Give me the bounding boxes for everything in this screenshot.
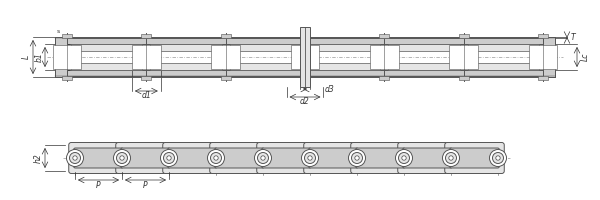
FancyBboxPatch shape [445, 142, 504, 173]
Bar [388, 44, 460, 51]
Circle shape [352, 152, 362, 164]
FancyBboxPatch shape [214, 148, 265, 168]
Circle shape [167, 156, 171, 160]
Circle shape [254, 150, 271, 166]
Circle shape [67, 150, 83, 166]
Circle shape [398, 152, 409, 164]
Circle shape [308, 156, 312, 160]
Bar [53, 45, 82, 69]
Bar [142, 34, 151, 38]
FancyBboxPatch shape [308, 148, 359, 168]
Text: Lc: Lc [581, 53, 589, 61]
Circle shape [113, 150, 131, 166]
FancyBboxPatch shape [210, 142, 269, 173]
Bar [230, 63, 301, 70]
Bar [62, 76, 72, 80]
Text: h2: h2 [34, 153, 43, 163]
Bar [379, 34, 389, 38]
Circle shape [120, 156, 124, 160]
Bar [538, 76, 548, 80]
Text: d2: d2 [300, 98, 310, 106]
Bar [221, 76, 230, 80]
Bar [290, 45, 319, 69]
Text: s: s [57, 29, 60, 34]
Bar [388, 63, 460, 70]
Bar [370, 45, 399, 69]
Circle shape [257, 152, 269, 164]
Circle shape [261, 156, 265, 160]
Bar [151, 44, 221, 51]
Circle shape [116, 152, 128, 164]
FancyBboxPatch shape [351, 142, 410, 173]
Circle shape [402, 156, 406, 160]
Bar [543, 37, 555, 77]
FancyBboxPatch shape [304, 142, 363, 173]
Bar [151, 63, 221, 70]
Bar [538, 34, 548, 38]
Text: L: L [22, 55, 31, 59]
Bar [230, 44, 301, 51]
Text: d1: d1 [142, 92, 151, 100]
Circle shape [355, 156, 359, 160]
Bar [529, 45, 557, 69]
Circle shape [445, 152, 457, 164]
Circle shape [73, 156, 77, 160]
Circle shape [211, 152, 221, 164]
Text: P: P [96, 180, 101, 190]
Text: P: P [143, 180, 148, 190]
Circle shape [70, 152, 80, 164]
Circle shape [161, 150, 178, 166]
Bar [309, 44, 380, 51]
FancyBboxPatch shape [73, 148, 124, 168]
Circle shape [208, 150, 224, 166]
Bar [55, 38, 555, 44]
Bar [71, 63, 142, 70]
Circle shape [490, 150, 506, 166]
FancyBboxPatch shape [163, 142, 222, 173]
Bar [467, 63, 539, 70]
Circle shape [305, 152, 316, 164]
Circle shape [493, 152, 503, 164]
Bar [211, 45, 240, 69]
FancyBboxPatch shape [69, 142, 128, 173]
Text: d3: d3 [325, 84, 335, 94]
Bar [300, 27, 310, 87]
FancyBboxPatch shape [167, 148, 218, 168]
Bar [309, 63, 380, 70]
Bar [132, 45, 161, 69]
Bar [449, 45, 478, 69]
Circle shape [349, 150, 365, 166]
Circle shape [449, 156, 453, 160]
Circle shape [496, 156, 500, 160]
Text: b1: b1 [35, 52, 44, 62]
Bar [71, 44, 142, 51]
Bar [221, 34, 230, 38]
Bar [142, 76, 151, 80]
FancyBboxPatch shape [398, 142, 457, 173]
Circle shape [302, 150, 319, 166]
FancyBboxPatch shape [262, 148, 311, 168]
Bar [55, 37, 67, 77]
FancyBboxPatch shape [116, 142, 175, 173]
Bar [458, 76, 469, 80]
Text: T: T [571, 33, 575, 42]
FancyBboxPatch shape [403, 148, 452, 168]
Circle shape [214, 156, 218, 160]
Bar [458, 34, 469, 38]
FancyBboxPatch shape [449, 148, 500, 168]
FancyBboxPatch shape [121, 148, 170, 168]
Bar [62, 34, 72, 38]
FancyBboxPatch shape [257, 142, 316, 173]
Circle shape [395, 150, 413, 166]
Bar [379, 76, 389, 80]
Bar [467, 44, 539, 51]
Bar [55, 70, 555, 76]
Circle shape [163, 152, 175, 164]
Circle shape [443, 150, 460, 166]
FancyBboxPatch shape [355, 148, 406, 168]
